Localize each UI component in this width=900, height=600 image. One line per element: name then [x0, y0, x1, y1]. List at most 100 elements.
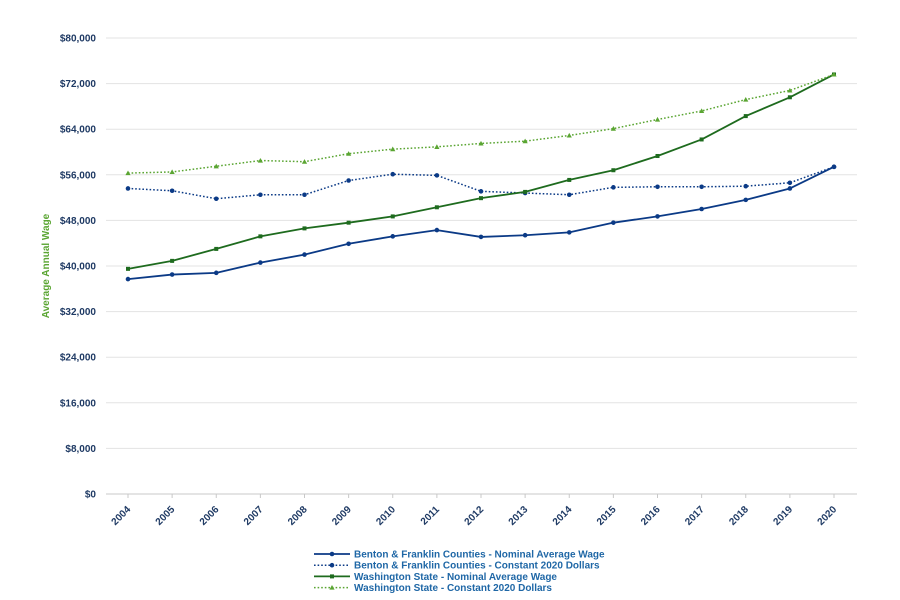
data-point	[330, 574, 334, 579]
data-point	[831, 71, 837, 77]
y-tick-label: $24,000	[60, 353, 97, 364]
data-point	[611, 168, 616, 173]
data-point	[329, 585, 335, 590]
series-line	[127, 166, 835, 200]
x-tick-label: 2017	[683, 504, 707, 528]
data-point	[787, 95, 792, 100]
data-point	[169, 169, 175, 175]
data-point	[302, 192, 307, 198]
data-point	[434, 205, 439, 210]
data-point	[346, 220, 351, 225]
gridlines	[106, 37, 857, 449]
data-point	[478, 234, 484, 240]
data-point	[610, 126, 616, 131]
data-point	[258, 192, 263, 198]
x-tick-label: 2010	[374, 504, 398, 528]
x-tick-label: 2005	[154, 504, 178, 528]
data-point	[566, 192, 572, 198]
data-point	[126, 266, 130, 271]
data-point	[169, 188, 175, 194]
data-point	[787, 180, 793, 186]
x-tick-label: 2019	[771, 504, 795, 528]
data-point	[699, 184, 704, 190]
data-point	[522, 138, 528, 144]
x-tick-label: 2015	[595, 504, 619, 528]
y-tick-label: $48,000	[60, 216, 97, 227]
x-tick-label: 2006	[198, 504, 222, 528]
data-point	[434, 144, 440, 149]
x-tick-label: 2009	[330, 504, 354, 528]
data-point	[478, 189, 484, 194]
data-point	[301, 159, 308, 164]
data-point	[787, 186, 793, 191]
legend-item: Washington State - Constant 2020 Dollars	[314, 583, 552, 594]
legend-item: Benton & Franklin Counties - Nominal Ave…	[314, 550, 605, 561]
data-point	[434, 227, 440, 233]
series-4	[125, 71, 837, 176]
data-point	[346, 241, 351, 247]
series-3	[126, 72, 836, 271]
legend: Benton & Franklin Counties - Nominal Ave…	[314, 550, 605, 594]
data-point	[611, 220, 616, 225]
y-tick-label: $72,000	[60, 79, 97, 90]
data-point	[390, 234, 396, 239]
legend-label: Benton & Franklin Counties - Constant 20…	[354, 561, 600, 572]
x-tick-label: 2011	[419, 504, 442, 527]
series-2	[125, 164, 837, 202]
legend-item: Benton & Franklin Counties - Constant 20…	[314, 561, 600, 572]
y-tick-label: $32,000	[60, 307, 97, 318]
data-point	[346, 151, 352, 156]
x-tick-label: 2014	[551, 504, 575, 528]
data-point	[655, 153, 660, 158]
x-tick-label: 2007	[242, 504, 266, 528]
data-point	[478, 140, 484, 146]
x-tick-label: 2004	[110, 504, 134, 528]
data-point	[329, 551, 335, 557]
data-point	[699, 108, 705, 114]
data-point	[522, 232, 528, 238]
x-tick-label: 2016	[639, 504, 663, 528]
data-point	[169, 272, 175, 277]
series-1	[125, 164, 837, 282]
y-tick-label: $56,000	[60, 170, 97, 181]
series-lines	[125, 71, 837, 282]
data-point	[743, 183, 749, 189]
data-point	[566, 230, 572, 235]
data-point	[390, 146, 396, 152]
data-point	[329, 562, 335, 568]
data-point	[699, 206, 704, 212]
y-tick-label: $8,000	[65, 444, 96, 455]
data-point	[611, 185, 616, 190]
series-line	[127, 73, 835, 174]
axes: $0 $8,000 $16,000 $24,000 $32,000 $40,000 $48,…	[60, 34, 857, 528]
data-point	[567, 177, 572, 182]
data-point	[655, 184, 660, 190]
data-point	[125, 276, 131, 282]
data-point	[655, 214, 660, 219]
data-point	[213, 196, 219, 202]
data-point	[214, 246, 219, 251]
legend-label: Benton & Franklin Counties - Nominal Ave…	[354, 550, 605, 561]
data-point	[125, 186, 131, 191]
y-tick-label: $40,000	[60, 262, 97, 273]
y-tick-label: $0	[85, 490, 97, 501]
data-point	[390, 214, 395, 219]
data-point	[787, 87, 793, 93]
x-tick-label: 2018	[727, 504, 751, 528]
data-point	[170, 258, 175, 263]
data-point	[257, 157, 263, 163]
data-point	[479, 196, 483, 201]
data-point	[302, 252, 307, 257]
data-point	[743, 197, 749, 203]
data-point	[390, 171, 396, 177]
data-point	[213, 270, 219, 276]
data-point	[213, 163, 219, 169]
data-point	[523, 189, 528, 194]
data-point	[346, 178, 351, 183]
data-point	[831, 164, 837, 170]
series-line	[127, 166, 835, 281]
y-axis-label: Average Annual Wage	[41, 213, 52, 318]
y-tick-label: $16,000	[60, 398, 97, 409]
data-point	[654, 116, 661, 122]
